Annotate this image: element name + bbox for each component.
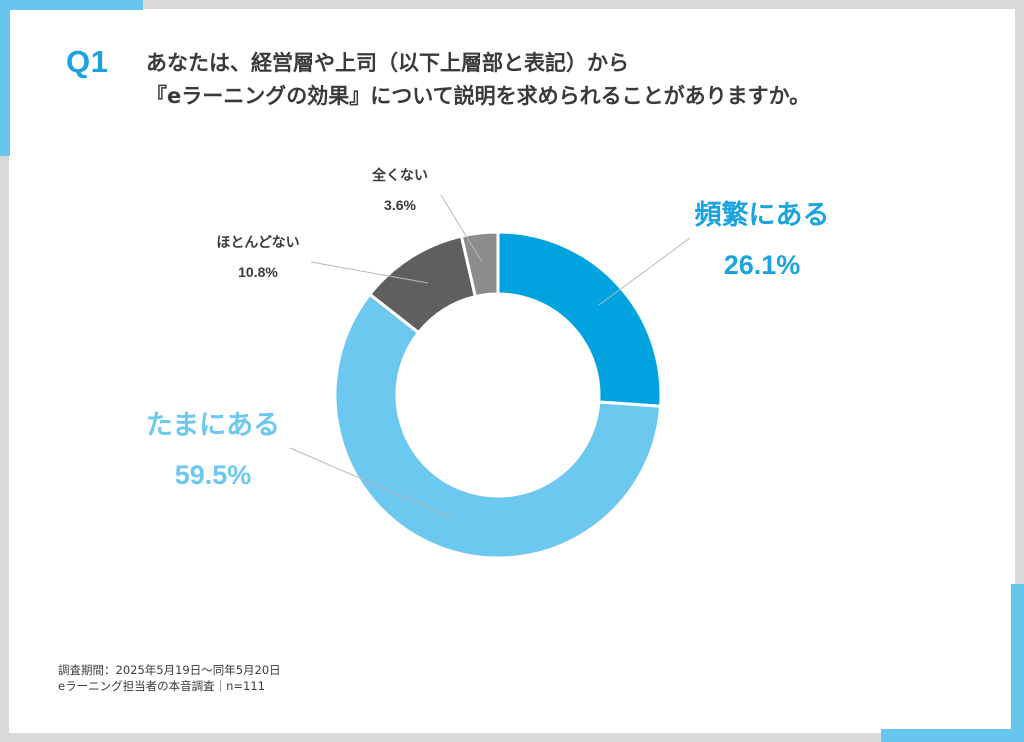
donut-slice-4 bbox=[459, 230, 500, 299]
slice-label-3: ほとんどない bbox=[216, 235, 299, 251]
slice-value-2: 59.5% bbox=[175, 460, 252, 490]
slice-value-4: 3.6% bbox=[384, 197, 416, 213]
leader-line-3 bbox=[310, 261, 429, 284]
slice-label-2: たまにある bbox=[146, 410, 280, 441]
frame-bottom bbox=[0, 733, 1024, 742]
question-text: あなたは、経営層や上司（以下上層部と表記）から 『eラーニングの効果』について説… bbox=[146, 47, 810, 113]
leader-line-1 bbox=[598, 237, 691, 306]
footnote: 調査期間：2025年5月19日～同年5月20日 eラーニング担当者の本音調査｜n… bbox=[58, 662, 281, 694]
accent-right-bar bbox=[1011, 584, 1024, 742]
leader-line-4 bbox=[440, 194, 483, 263]
donut-slice-2 bbox=[333, 292, 663, 560]
frame-right bbox=[1015, 0, 1024, 742]
leader-line-2 bbox=[289, 447, 453, 519]
frame-top bbox=[0, 0, 1024, 9]
survey-period: 調査期間：2025年5月19日～同年5月20日 bbox=[58, 663, 281, 677]
slice-value-1: 26.1% bbox=[724, 250, 801, 280]
accent-top-bar bbox=[0, 0, 143, 10]
frame-left bbox=[0, 0, 9, 742]
survey-source: eラーニング担当者の本音調査｜n=111 bbox=[58, 679, 265, 693]
slice-label-1: 頻繁にある bbox=[695, 200, 830, 231]
question-line-1: あなたは、経営層や上司（以下上層部と表記）から bbox=[146, 51, 629, 75]
slice-value-3: 10.8% bbox=[238, 264, 278, 280]
accent-bottom-bar bbox=[881, 729, 1024, 742]
donut-slice-1 bbox=[496, 230, 663, 408]
accent-left-bar bbox=[0, 0, 10, 156]
question-line-2: 『eラーニングの効果』について説明を求められることがありますか。 bbox=[146, 84, 811, 108]
slice-label-4: 全くない bbox=[371, 167, 428, 184]
question-number: Q1 bbox=[66, 44, 109, 79]
